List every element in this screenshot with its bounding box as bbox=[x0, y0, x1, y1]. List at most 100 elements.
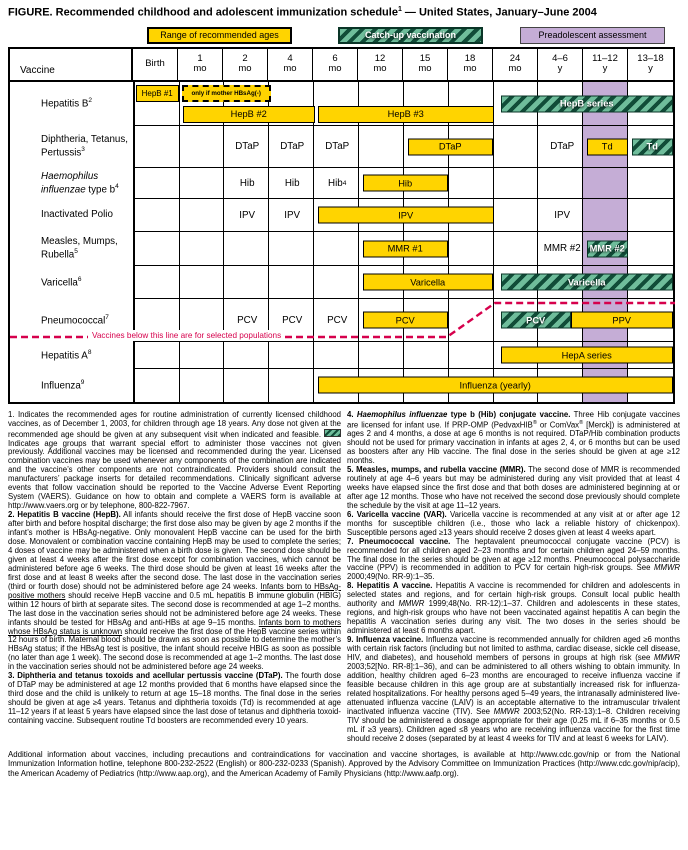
age-column-header: 13–18 y bbox=[637, 52, 664, 75]
age-cell bbox=[359, 341, 404, 369]
approval-footer: Additional information about vaccines, i… bbox=[8, 749, 680, 778]
figure-title: FIGURE. Recommended childhood and adoles… bbox=[8, 6, 597, 19]
age-cell bbox=[179, 167, 225, 199]
vaccine-name-hepatitis-a: Hepatitis A8 bbox=[41, 348, 92, 361]
cell-dtap-4mo: DTaP bbox=[280, 141, 305, 153]
age-cell-preadolescent bbox=[583, 167, 629, 199]
cell-hib-6mo: Hib 4 bbox=[328, 177, 347, 189]
bar-td-11-12y: Td bbox=[586, 138, 628, 156]
bar-pcv-12-15mo: PCV bbox=[362, 311, 448, 329]
cell-dtap-2mo: DTaP bbox=[235, 141, 260, 153]
age-cell bbox=[314, 167, 359, 199]
age-cell bbox=[224, 81, 270, 126]
age-cell bbox=[269, 231, 315, 266]
bar-hepb-only-if-hbsag-negative: only if mother HBsAg(-) bbox=[181, 84, 271, 102]
age-cell bbox=[269, 125, 315, 168]
age-cell bbox=[448, 298, 494, 342]
vaccine-name-hib: Haemophilus influenzae type b4 bbox=[41, 170, 119, 195]
age-cell bbox=[493, 231, 539, 266]
age-cell bbox=[448, 341, 494, 369]
age-cell bbox=[224, 125, 270, 168]
bar-varicella-12-18mo: Varicella bbox=[362, 273, 493, 291]
age-cell bbox=[628, 82, 674, 126]
age-cell bbox=[179, 231, 225, 266]
age-cell bbox=[538, 198, 584, 232]
age-cell bbox=[448, 231, 494, 266]
bar-hepb-1: HepB #1 bbox=[135, 84, 179, 102]
age-cell bbox=[134, 198, 180, 232]
age-cell bbox=[403, 167, 449, 199]
age-cell bbox=[224, 368, 270, 402]
age-cell bbox=[269, 368, 315, 402]
age-cell bbox=[224, 231, 270, 266]
age-cell bbox=[628, 266, 674, 299]
age-cell bbox=[538, 167, 584, 199]
cell-pcv-6mo: PCV bbox=[327, 314, 348, 326]
bar-hepb-series-catchup: HepB series bbox=[500, 95, 673, 113]
row-hepatitis-a: Hepatitis A8 HepA series bbox=[10, 341, 674, 369]
row-varicella: Varicella6 Varicella Varicella bbox=[10, 265, 674, 299]
age-cell bbox=[628, 126, 674, 168]
age-cell bbox=[448, 125, 494, 168]
age-cell bbox=[628, 199, 674, 232]
age-cell bbox=[314, 81, 359, 126]
age-cell bbox=[628, 232, 674, 266]
legend-preadolescent-assessment: Preadolescent assessment bbox=[520, 26, 665, 44]
age-cell bbox=[269, 198, 315, 232]
bar-varicella-catchup: Varicella bbox=[500, 273, 673, 291]
footnote: 3. Diphtheria and tetanus toxoids and ac… bbox=[8, 671, 341, 726]
age-cell bbox=[628, 168, 674, 199]
age-cell bbox=[134, 125, 180, 168]
vaccine-name-varicella: Varicella6 bbox=[41, 275, 82, 288]
footnote: 6. Varicella vaccine (VAR). Varicella va… bbox=[347, 509, 680, 537]
age-column-header: 1 mo bbox=[178, 48, 223, 80]
age-cell bbox=[134, 81, 180, 126]
catchup-swatch-icon bbox=[324, 428, 341, 437]
footnote: 2. Hepatitis B vaccine (HepB). All infan… bbox=[8, 510, 342, 672]
bar-hepa-series: HepA series bbox=[500, 346, 673, 364]
row-hib: Haemophilus influenzae type b4 Hib Hib H… bbox=[10, 167, 674, 199]
table-header-row: Vaccine Birth 1 mo 2 mo 4 mo 6 mo 12 mo 15 mo 18 mo 24 m… bbox=[10, 48, 673, 82]
age-column-header: 11–12 y bbox=[583, 48, 628, 80]
age-cell bbox=[403, 341, 449, 369]
bar-td-catchup-13-18y: Td bbox=[631, 138, 673, 156]
age-cell bbox=[224, 198, 270, 232]
bar-hepb-3: HepB #3 bbox=[317, 105, 494, 123]
legend: Range of recommended ages Catch-up vacci… bbox=[147, 26, 680, 45]
age-cell bbox=[628, 342, 674, 369]
age-cell bbox=[403, 231, 449, 266]
age-cell bbox=[628, 299, 674, 342]
age-cell bbox=[179, 81, 225, 126]
bar-hepb-2: HepB #2 bbox=[182, 105, 315, 123]
age-cell bbox=[314, 341, 359, 369]
cell-hib-4mo: Hib bbox=[284, 177, 300, 189]
row-inactivated-polio: Inactivated Polio IPV IPV IPV IPV bbox=[10, 198, 674, 232]
age-cell bbox=[493, 198, 539, 232]
age-cell bbox=[314, 231, 359, 266]
age-cell bbox=[134, 341, 180, 369]
footnotes: 1. Indicates the recommended ages for ro… bbox=[8, 410, 681, 744]
age-cell bbox=[538, 125, 584, 168]
legend-recommended-ages: Range of recommended ages bbox=[147, 26, 292, 44]
age-cell bbox=[448, 81, 494, 126]
age-cell bbox=[538, 231, 584, 266]
age-cell bbox=[359, 125, 404, 168]
figure-page: FIGURE. Recommended childhood and adoles… bbox=[8, 6, 681, 778]
vaccine-name-hepatitis-b: Hepatitis B2 bbox=[41, 97, 92, 110]
bar-mmr-1: MMR #1 bbox=[362, 240, 448, 258]
age-cell bbox=[269, 265, 315, 299]
vaccine-column-header: Vaccine bbox=[20, 64, 55, 76]
age-cell bbox=[224, 167, 270, 199]
age-cell bbox=[269, 81, 315, 126]
age-cell bbox=[493, 167, 539, 199]
age-cell bbox=[493, 125, 539, 168]
bar-influenza-yearly: Influenza (yearly) bbox=[317, 376, 673, 394]
age-cell bbox=[269, 341, 315, 369]
bar-hib-12-15mo: Hib bbox=[362, 174, 448, 192]
age-column-header: 6 mo bbox=[313, 48, 358, 80]
row-pneumococcal: Pneumococcal7 PCV PCV PCV PCV PCV PPV Va… bbox=[10, 298, 675, 342]
cell-ipv-4-6y: IPV bbox=[554, 209, 571, 221]
age-cell bbox=[179, 198, 225, 232]
footnote: 5. Measles, mumps, and rubella vaccine (… bbox=[347, 464, 681, 510]
cell-ipv-2mo: IPV bbox=[239, 209, 256, 221]
